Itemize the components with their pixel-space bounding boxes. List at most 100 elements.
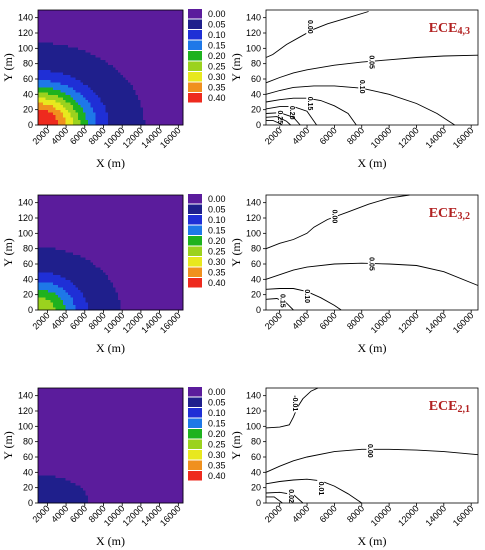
top-left-cell xyxy=(55,92,59,96)
top-left-cell xyxy=(83,20,86,23)
top-left-cell xyxy=(110,35,114,38)
middle-left-cell xyxy=(133,285,136,288)
middle-left-cell xyxy=(115,217,119,221)
top-left-cell xyxy=(175,97,179,101)
middle-left-cell xyxy=(128,275,131,278)
top-left-cell xyxy=(40,10,44,13)
middle-left-cell xyxy=(180,250,184,253)
top-left-cell xyxy=(43,47,46,51)
middle-left-cell xyxy=(110,275,114,278)
middle-left-cell xyxy=(95,250,99,253)
middle-left-cell xyxy=(60,237,64,241)
middle-left-cell xyxy=(175,250,179,253)
top-left-cell xyxy=(133,80,136,83)
top-left-cell xyxy=(140,57,144,61)
top-left-cell xyxy=(128,100,131,103)
middle-left-cell xyxy=(130,225,134,228)
top-left-cell xyxy=(103,105,106,108)
middle-left-cell xyxy=(55,257,59,261)
middle-left-cell xyxy=(45,245,49,248)
middle-left-cell xyxy=(60,225,64,228)
top-left-cell xyxy=(63,112,66,116)
middle-left-cell xyxy=(63,222,66,226)
middle-left-cell xyxy=(130,260,134,263)
top-left-cell xyxy=(75,12,79,16)
top-left-cell xyxy=(123,12,126,16)
top-left-cell xyxy=(95,110,99,113)
middle-left-cell xyxy=(113,225,116,228)
top-left-cell xyxy=(148,87,151,91)
top-left-cell xyxy=(173,25,176,28)
top-left-cell xyxy=(90,47,94,51)
top-left-cell xyxy=(180,42,184,46)
middle-left-cell xyxy=(75,220,79,223)
middle-left-cell xyxy=(68,265,71,268)
top-left-cell xyxy=(180,95,184,98)
top-left-cell xyxy=(173,10,176,13)
top-left-cell xyxy=(98,47,101,51)
middle-left-cell xyxy=(168,265,171,268)
top-left-cell xyxy=(50,117,54,121)
top-left-cell xyxy=(175,67,179,71)
middle-left-cell xyxy=(133,205,136,208)
top-left-cell xyxy=(68,55,71,58)
top-left-cell xyxy=(65,52,69,56)
top-left-cell xyxy=(128,35,131,38)
top-left-cell xyxy=(128,102,131,106)
middle-left-cell xyxy=(110,267,114,271)
middle-left-cell xyxy=(175,232,179,236)
top-left-cell xyxy=(160,112,164,116)
middle-left-cell xyxy=(135,265,139,268)
top-left-cell xyxy=(53,42,56,46)
middle-left-cell xyxy=(80,235,84,238)
top-left-cell xyxy=(140,72,144,76)
middle-left-cell xyxy=(150,247,154,251)
top-left-cell xyxy=(128,27,131,31)
top-left-cell xyxy=(80,30,84,33)
middle-left-cell xyxy=(105,210,109,213)
top-right-contour-line xyxy=(265,85,455,126)
middle-left-cell xyxy=(80,252,84,256)
middle-left-cell xyxy=(63,290,66,293)
top-left-cell xyxy=(133,27,136,31)
middle-left-cell xyxy=(113,280,116,283)
middle-left-cell xyxy=(155,217,159,221)
middle-left-cell xyxy=(173,255,176,258)
top-left-cell xyxy=(125,90,129,93)
middle-left-cell xyxy=(133,197,136,201)
top-left-cell xyxy=(43,60,46,63)
top-left-cell xyxy=(105,55,109,58)
top-left-cell xyxy=(160,62,164,66)
top-left-cell xyxy=(163,57,166,61)
top-left-cell xyxy=(50,55,54,58)
middle-left-cell xyxy=(48,207,51,211)
middle-left-cell xyxy=(80,230,84,233)
middle-left-cell xyxy=(168,235,171,238)
middle-left-cell xyxy=(175,237,179,241)
top-left-cell xyxy=(88,40,91,43)
middle-left-cell xyxy=(70,217,74,221)
middle-left-cell xyxy=(58,207,61,211)
middle-left-cell xyxy=(65,217,69,221)
middle-left-cell xyxy=(130,235,134,238)
top-left-cell xyxy=(48,82,51,86)
top-left-cell xyxy=(170,25,174,28)
middle-left-cell xyxy=(150,272,154,276)
middle-left-cell xyxy=(43,210,46,213)
middle-left-cell xyxy=(180,240,184,243)
top-left-cell xyxy=(163,77,166,81)
middle-left-cell xyxy=(178,230,181,233)
middle-left-cell xyxy=(55,260,59,263)
top-left-cell xyxy=(90,77,94,81)
top-left-cell xyxy=(170,85,174,88)
top-left-cell xyxy=(63,107,66,111)
middle-left-cell xyxy=(105,247,109,251)
top-left-cell xyxy=(113,25,116,28)
middle-left-cell xyxy=(138,285,141,288)
top-left-cell xyxy=(158,82,161,86)
middle-left-cell xyxy=(68,280,71,283)
middle-left-cell xyxy=(153,265,156,268)
middle-left-cell xyxy=(165,270,169,273)
top-left-cell xyxy=(90,17,94,21)
top-left-cell xyxy=(150,75,154,78)
